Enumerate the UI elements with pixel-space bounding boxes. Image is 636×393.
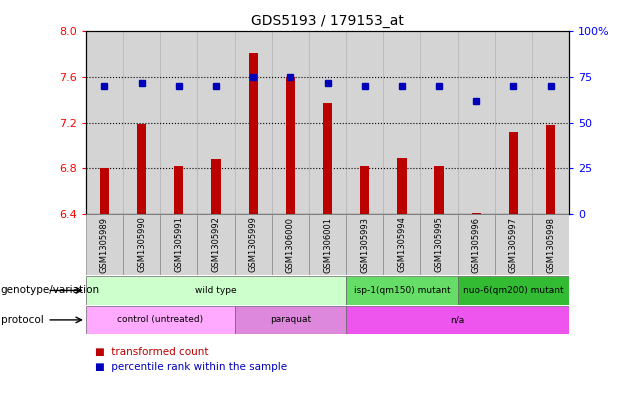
Text: GSM1305991: GSM1305991 [174,217,183,272]
Bar [472,213,481,214]
Text: GSM1305992: GSM1305992 [212,217,221,272]
Bar [346,214,384,275]
Title: GDS5193 / 179153_at: GDS5193 / 179153_at [251,14,404,28]
Text: wild type: wild type [195,286,237,295]
Bar [458,214,495,275]
Text: protocol: protocol [1,315,43,325]
Text: GSM1305999: GSM1305999 [249,217,258,272]
Text: GSM1305989: GSM1305989 [100,217,109,273]
Bar [384,31,420,214]
Bar [323,103,332,214]
Text: GSM1305995: GSM1305995 [434,217,443,272]
Text: ■  transformed count: ■ transformed count [95,347,209,357]
Bar [286,77,295,214]
Bar [86,31,123,214]
Bar [235,214,272,275]
Bar [249,53,258,214]
Text: GSM1306001: GSM1306001 [323,217,332,273]
Text: genotype/variation: genotype/variation [1,285,100,296]
Bar [211,160,221,214]
Text: GSM1305996: GSM1305996 [472,217,481,273]
Bar [458,276,569,305]
Text: GSM1305993: GSM1305993 [360,217,370,273]
Bar [360,166,370,214]
Bar [346,276,458,305]
Bar [197,214,235,275]
Text: n/a: n/a [450,316,465,324]
Bar [86,276,346,305]
Bar [123,31,160,214]
Bar [309,31,346,214]
Bar [434,166,444,214]
Bar [458,31,495,214]
Bar [398,158,406,214]
Bar [309,214,346,275]
Bar [420,31,458,214]
Text: GSM1305994: GSM1305994 [398,217,406,272]
Text: GSM1305998: GSM1305998 [546,217,555,273]
Bar [495,214,532,275]
Bar [384,214,420,275]
Bar [137,124,146,214]
Text: GSM1305997: GSM1305997 [509,217,518,273]
Bar [546,125,555,214]
Text: GSM1305990: GSM1305990 [137,217,146,272]
Bar [420,214,458,275]
Bar [100,169,109,214]
Bar [235,306,346,334]
Bar [532,31,569,214]
Bar [160,31,197,214]
Text: isp-1(qm150) mutant: isp-1(qm150) mutant [354,286,450,295]
Text: nuo-6(qm200) mutant: nuo-6(qm200) mutant [463,286,563,295]
Bar [495,31,532,214]
Bar [86,214,123,275]
Bar [123,214,160,275]
Bar [86,306,235,334]
Bar [346,31,384,214]
Bar [532,214,569,275]
Text: paraquat: paraquat [270,316,311,324]
Text: GSM1306000: GSM1306000 [286,217,295,273]
Bar [174,166,183,214]
Bar [197,31,235,214]
Bar [235,31,272,214]
Bar [509,132,518,214]
Text: control (untreated): control (untreated) [117,316,204,324]
Bar [272,31,309,214]
Bar [346,306,569,334]
Bar [160,214,197,275]
Bar [272,214,309,275]
Text: ■  percentile rank within the sample: ■ percentile rank within the sample [95,362,287,372]
